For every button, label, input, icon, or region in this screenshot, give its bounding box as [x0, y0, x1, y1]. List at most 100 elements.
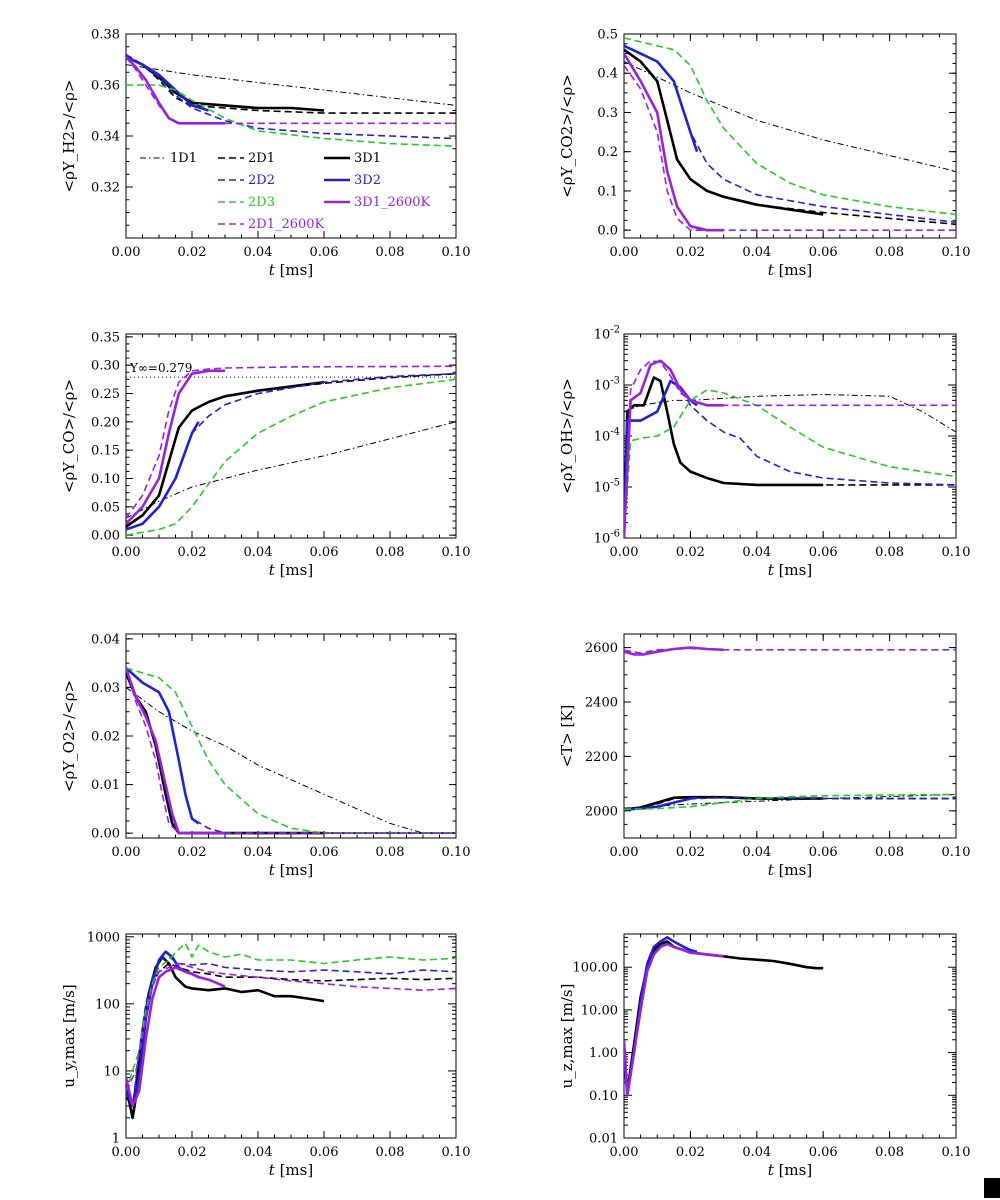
x-tick-label: 0.06	[310, 545, 339, 560]
series-2D1_2600K	[624, 647, 956, 654]
y-tick-label: 0.01	[91, 778, 120, 793]
x-tick-label: 0.04	[742, 1145, 771, 1160]
series-2D3	[624, 793, 956, 811]
series-2D1	[126, 372, 456, 528]
x-axis-label: t [ms]	[768, 861, 812, 879]
x-tick-label: 0.00	[610, 245, 639, 260]
y-tick-label: 0.10	[91, 472, 120, 487]
x-tick-label: 0.00	[610, 845, 639, 860]
series-2D1_2600K	[624, 64, 956, 231]
y-axis-label: <T> [K]	[558, 705, 576, 768]
series-1D1	[126, 686, 456, 834]
series-2D3	[126, 84, 456, 147]
x-tick-label: 0.08	[875, 1145, 904, 1160]
x-tick-label: 0.00	[112, 1145, 141, 1160]
legend-label: 2D3	[248, 195, 275, 210]
series-1D1	[624, 794, 956, 809]
chart-temp: 0.00 0.02 0.04 0.06 0.08 0.10 t [ms] 2000 2200 24…	[558, 633, 971, 879]
y-axis-label: <ρY_CO2>/<ρ>	[558, 74, 576, 198]
chart-uzmax: 0.00 0.02 0.04 0.06 0.08 0.10 t [ms] 0.01 0.10 1.…	[558, 933, 971, 1179]
series-2D1_2600K	[126, 365, 456, 519]
series-3D1	[624, 940, 824, 1094]
series-2D3	[624, 389, 956, 538]
series-3D1	[624, 376, 824, 538]
x-tick-label: 0.08	[875, 545, 904, 560]
x-tick-label: 0.02	[676, 245, 705, 260]
legend-label: 2D2	[248, 173, 275, 188]
series-3D1_2600K	[126, 667, 225, 835]
y-tick-label: 0.20	[91, 415, 120, 430]
y-tick-label: 0.2	[597, 145, 618, 160]
y-tick-label: 10.00	[581, 1003, 618, 1018]
series-group	[126, 365, 456, 536]
x-axis-label: t [ms]	[269, 561, 313, 579]
corner-marker	[984, 1178, 1000, 1198]
series-group	[126, 667, 456, 835]
x-tick-label: 0.10	[942, 845, 971, 860]
series-2D1_2600K	[624, 359, 956, 538]
y-axis-label: u_y,max [m/s]	[60, 984, 78, 1087]
y-tick-label: 10-4	[594, 427, 620, 445]
legend-label: 2D1	[248, 151, 275, 166]
x-tick-label: 0.06	[809, 1145, 838, 1160]
series-group	[624, 936, 824, 1097]
x-tick-label: 0.10	[442, 245, 471, 260]
x-tick-label: 0.06	[809, 845, 838, 860]
legend-label: 3D1	[354, 151, 381, 166]
y-tick-label: 0.35	[91, 330, 120, 345]
y-tick-label: 1000	[87, 930, 120, 945]
legend-label: 3D1_2600K	[354, 195, 431, 210]
series-3D1	[126, 55, 325, 112]
y-tick-label: 0.30	[91, 359, 120, 374]
x-tick-label: 0.04	[244, 245, 273, 260]
chart-yco: 0.00 0.02 0.04 0.06 0.08 0.10 t [ms] 0.00 0.05 0.…	[60, 330, 470, 579]
legend-label: 3D2	[354, 173, 381, 188]
plot-frame	[623, 33, 957, 239]
y-tick-label: 0.3	[597, 106, 618, 121]
y-tick-label: 100.00	[573, 961, 619, 976]
x-tick-label: 0.08	[875, 245, 904, 260]
series-3D1_2600K	[126, 966, 226, 1108]
series-1D1	[126, 64, 456, 106]
x-tick-label: 0.02	[178, 545, 207, 560]
y-tick-label: 1.00	[589, 1046, 618, 1061]
plot-frame	[623, 333, 957, 539]
y-tick-label: 0.02	[91, 730, 120, 745]
x-tick-label: 0.10	[942, 1145, 971, 1160]
y-tick-label: 0.0	[597, 224, 618, 239]
y-tick-label: 0.38	[91, 28, 120, 43]
y-tick-label: 10-5	[594, 478, 620, 496]
chart-yh2: 0.00 0.02 0.04 0.06 0.08 0.10 t [ms] 0.32 0.34 0.…	[60, 28, 470, 280]
series-3D1_2600K	[624, 52, 724, 232]
x-tick-label: 0.02	[178, 245, 207, 260]
x-tick-label: 0.04	[742, 545, 771, 560]
x-tick-label: 0.08	[875, 845, 904, 860]
series-3D2	[126, 55, 209, 112]
y-tick-label: 0.5	[597, 28, 618, 43]
series-2D2	[126, 53, 456, 140]
x-tick-label: 0.10	[942, 245, 971, 260]
y-tick-label: 0.4	[597, 67, 618, 82]
y-tick-label: 0.1	[597, 184, 618, 199]
y-tick-label: 2400	[585, 696, 618, 711]
y-tick-label: 0.25	[91, 387, 120, 402]
series-2D1	[624, 376, 956, 538]
x-tick-label: 0.10	[942, 545, 971, 560]
legend-label: 1D1	[170, 151, 197, 166]
y-axis-label: u_z,max [m/s]	[558, 984, 576, 1089]
x-tick-label: 0.04	[742, 845, 771, 860]
series-group	[624, 646, 956, 811]
y-axis-label: <ρY_H2>/<ρ>	[60, 80, 78, 193]
chart-yo2: 0.00 0.02 0.04 0.06 0.08 0.10 t [ms] 0.00 0.01 0.…	[60, 632, 470, 879]
x-axis-label: t [ms]	[768, 261, 812, 279]
x-tick-label: 0.08	[376, 245, 405, 260]
x-tick-label: 0.04	[244, 845, 273, 860]
x-tick-label: 0.10	[442, 845, 471, 860]
x-axis-label: t [ms]	[269, 1161, 313, 1179]
x-tick-label: 0.02	[178, 1145, 207, 1160]
y-tick-label: 1	[112, 1132, 120, 1147]
x-tick-label: 0.06	[310, 845, 339, 860]
reference-label: Y∞=0.279	[129, 361, 192, 375]
x-tick-label: 0.08	[376, 1145, 405, 1160]
